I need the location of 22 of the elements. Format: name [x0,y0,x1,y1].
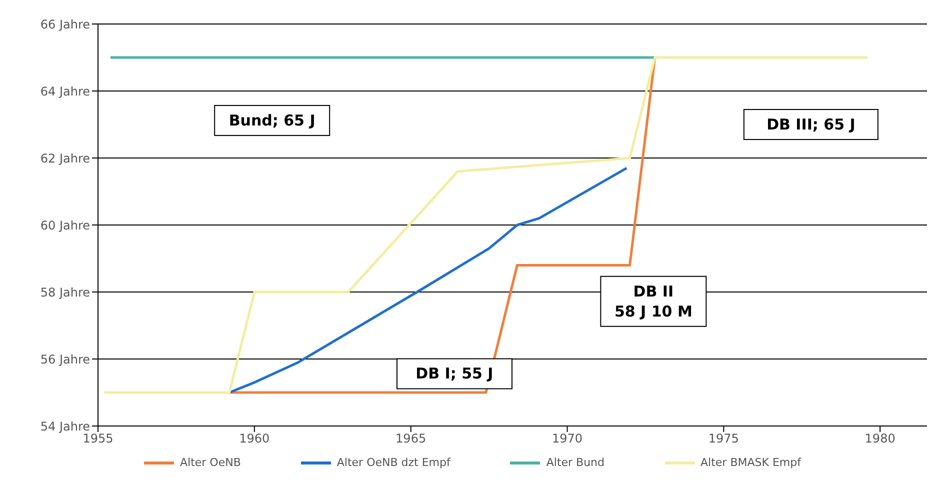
x-tick-label: 1965 [396,432,426,446]
y-tick-label: 60 Jahre [40,218,90,232]
y-tick-label: 56 Jahre [40,352,90,366]
annotation: Bund; 65 J [228,111,316,130]
x-tick-label: 1975 [708,432,739,446]
y-tick-label: 62 Jahre [40,151,90,166]
x-tick-label: 1955 [82,432,114,446]
y-tick-label: 64 Jahre [40,84,90,98]
annotation: DB III; 65 J [766,116,856,134]
annotation: DB I; 55 J [416,364,494,383]
y-tick-label: 66 Jahre [40,17,90,32]
legend-label: Alter OeNB [180,456,241,469]
line-series [103,56,869,394]
y-tick-label: 54 Jahre [40,419,90,434]
legend-label: Alter Bund [546,456,605,469]
x-tick-label: 1980 [864,432,896,446]
annotation: DB II 58 J 10 M [614,282,692,320]
x-tick-label: 1970 [552,432,583,446]
y-tick-label: 58 Jahre [40,285,90,300]
legend-label: Alter BMASK Empf [700,456,801,469]
legend-label: Alter OeNB dzt Empf [336,456,450,469]
x-tick-label: 1960 [239,432,270,446]
